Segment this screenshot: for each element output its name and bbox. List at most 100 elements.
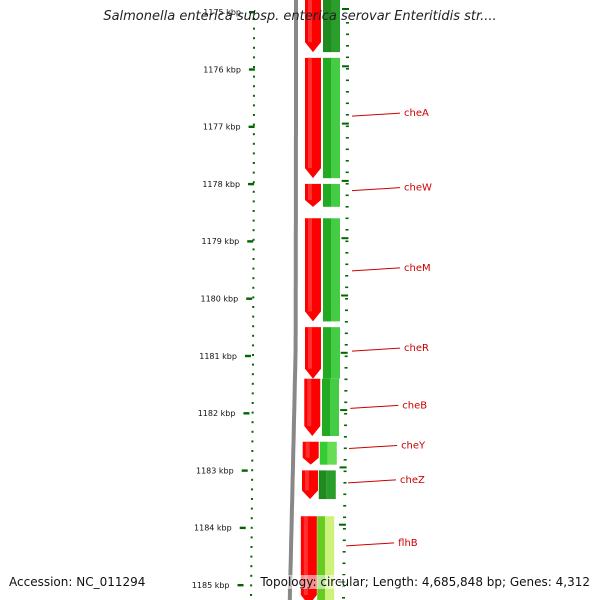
ruler-minor-tick	[250, 594, 253, 596]
reverse-minor-tick	[342, 574, 346, 576]
ruler-minor-tick	[252, 94, 255, 97]
ruler-major-tick	[246, 297, 253, 300]
ruler-minor-tick	[252, 104, 255, 107]
ruler-minor-tick	[252, 18, 255, 20]
reverse-major-tick	[341, 294, 349, 297]
ruler-minor-tick	[251, 450, 254, 452]
ruler-minor-tick	[252, 181, 255, 184]
reverse-gene-block	[323, 0, 331, 53]
ruler-minor-tick	[252, 123, 255, 126]
forward-gene-highlight	[308, 183, 312, 200]
gene-label: cheR	[404, 343, 429, 354]
reverse-minor-tick	[343, 493, 347, 496]
ruler-minor-tick	[252, 210, 255, 212]
forward-gene-arrow	[301, 470, 318, 500]
reverse-major-tick	[340, 409, 348, 412]
reverse-minor-tick	[345, 275, 349, 277]
genome-summary-label: Topology: circular; Length: 4,685,848 bp…	[260, 575, 590, 589]
reverse-minor-tick	[345, 229, 349, 231]
ruler-tick-label: 1177 kbp	[203, 123, 241, 132]
ruler-minor-tick	[251, 430, 254, 433]
ruler-minor-tick	[251, 392, 254, 395]
ruler-tick-label: 1179 kbp	[202, 237, 240, 246]
reverse-minor-tick	[345, 217, 349, 220]
reverse-gene-block-light	[331, 0, 340, 53]
gene-label-layer: cheA cheW cheM cheR cheB cheY cheZ flhB	[346, 108, 432, 549]
reverse-minor-tick	[345, 56, 349, 59]
forward-gene-arrow	[304, 378, 321, 437]
reverse-gene-block	[323, 218, 331, 322]
ruler-minor-tick	[252, 248, 255, 251]
reverse-minor-tick	[344, 321, 348, 323]
ruler-minor-tick	[252, 37, 255, 40]
ruler-major-tick	[247, 240, 254, 243]
ruler-minor-tick	[250, 584, 253, 587]
reverse-gene-block	[323, 327, 331, 379]
reverse-gene-block-light	[326, 470, 336, 500]
gene-label: cheW	[404, 183, 432, 194]
reverse-minor-tick	[342, 562, 346, 565]
reverse-minor-tick	[345, 298, 349, 300]
reverse-major-tick	[341, 179, 349, 182]
ruler-minor-tick	[250, 536, 253, 539]
reverse-gene-block-light	[329, 378, 339, 437]
ruler-minor-tick	[252, 133, 255, 136]
reverse-minor-tick	[343, 459, 347, 461]
reverse-minor-tick	[344, 355, 348, 358]
forward-gene-highlight	[308, 327, 312, 369]
forward-gene-highlight	[303, 516, 308, 595]
ruler-minor-tick	[252, 258, 255, 260]
ruler-major-tick	[244, 354, 251, 358]
reverse-minor-tick	[345, 91, 349, 93]
forward-strand-track	[300, 0, 321, 600]
ruler-minor-tick	[251, 402, 254, 404]
reverse-major-tick	[341, 65, 349, 68]
reverse-minor-tick	[344, 309, 348, 312]
ruler-minor-tick	[252, 85, 255, 88]
ruler-minor-tick	[252, 171, 255, 174]
reverse-gene-block-light	[331, 57, 340, 179]
reverse-minor-tick	[345, 171, 349, 174]
ruler-minor-tick	[252, 286, 255, 289]
ruler-tick-label: 1176 kbp	[203, 65, 241, 74]
accession-label: Accession: NC_011294	[9, 575, 146, 589]
gene-leader-line	[346, 542, 395, 547]
reverse-minor-tick	[345, 206, 349, 208]
ruler-minor-tick	[251, 469, 254, 472]
reverse-minor-tick	[345, 286, 349, 289]
ruler-minor-tick	[252, 277, 255, 280]
reverse-minor-tick	[345, 160, 349, 162]
reverse-major-tick	[341, 237, 349, 240]
reverse-gene-block	[323, 183, 331, 207]
ruler-minor-tick	[252, 229, 255, 232]
ruler-minor-tick	[252, 325, 255, 328]
ruler-major-tick	[237, 584, 244, 587]
ruler-minor-tick	[252, 344, 255, 347]
reverse-minor-tick	[344, 401, 348, 404]
genome-backbone	[287, 0, 298, 600]
ruler-minor-tick	[251, 382, 254, 385]
ruler-minor-tick	[252, 238, 255, 241]
kbp-ruler: 1175 kbp 1176 kbp 1177 kbp 1178 kbp 1179 kbp…	[192, 8, 349, 599]
reverse-major-tick	[338, 523, 346, 526]
reverse-minor-tick	[342, 597, 346, 599]
reverse-minor-tick	[345, 252, 349, 254]
reverse-major-tick	[341, 122, 349, 125]
ruler-minor-tick	[250, 546, 253, 548]
gene-label: cheM	[404, 263, 431, 274]
ruler-minor-tick	[250, 526, 253, 529]
reverse-minor-tick	[344, 367, 348, 369]
ruler-tick-label: 1175 kbp	[203, 8, 241, 17]
forward-gene-highlight	[308, 0, 312, 43]
reverse-minor-tick	[343, 470, 347, 473]
ruler-tick-label: 1184 kbp	[194, 524, 232, 533]
genome-title: Salmonella enterica subsp. enterica sero…	[103, 9, 497, 24]
reverse-minor-tick	[344, 332, 348, 335]
gene-leader-line	[348, 479, 397, 484]
ruler-minor-tick	[252, 200, 255, 203]
ruler-minor-tick	[252, 315, 255, 318]
reverse-minor-tick	[343, 447, 347, 450]
reverse-major-tick	[339, 466, 347, 469]
gene-label: cheB	[402, 400, 427, 411]
ruler-minor-tick	[252, 152, 255, 155]
